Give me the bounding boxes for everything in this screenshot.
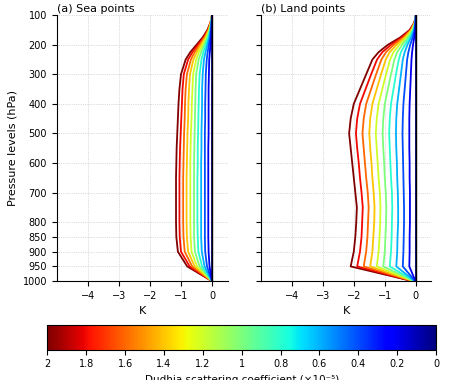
X-axis label: K: K [342, 307, 350, 317]
Text: (b) Land points: (b) Land points [261, 5, 345, 14]
X-axis label: K: K [138, 307, 146, 317]
Y-axis label: Pressure levels (hPa): Pressure levels (hPa) [7, 90, 17, 206]
Text: (a) Sea points: (a) Sea points [57, 5, 135, 14]
X-axis label: Dudhia scattering coefficient (×10⁻⁵): Dudhia scattering coefficient (×10⁻⁵) [145, 375, 339, 380]
